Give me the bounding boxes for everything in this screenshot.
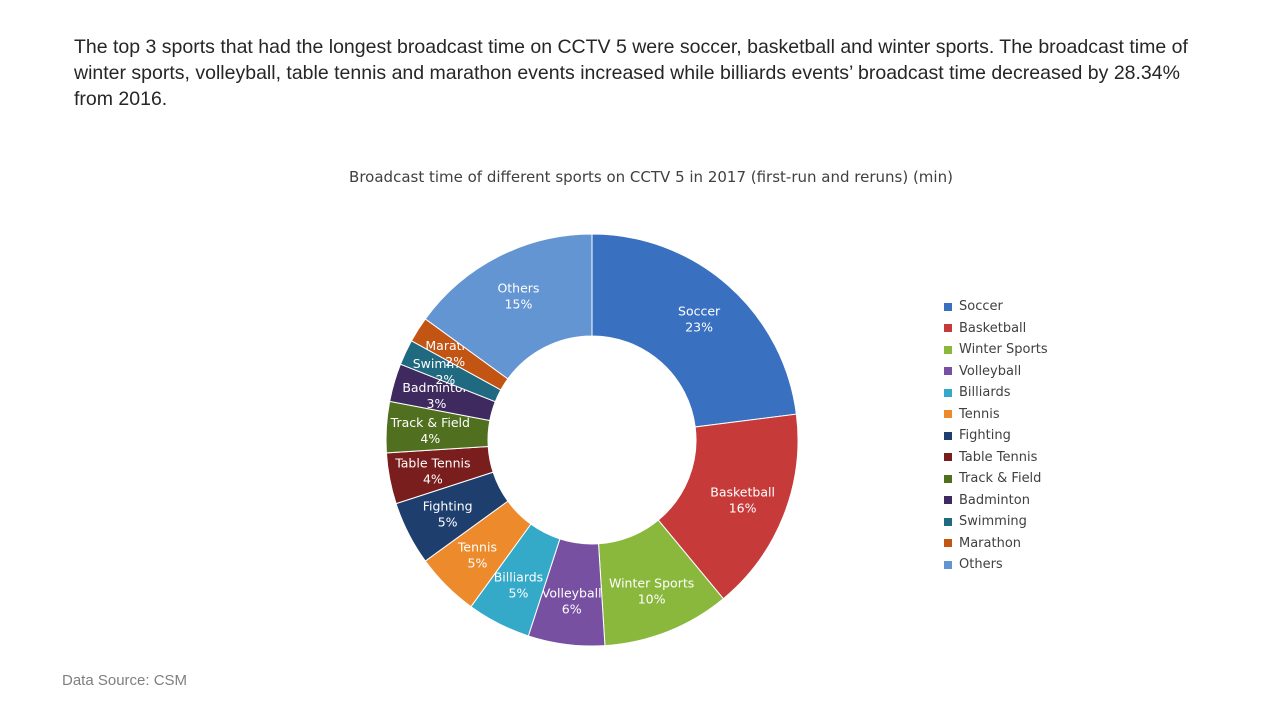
legend-label: Billiards (959, 385, 1011, 401)
legend-item-swimming: Swimming (944, 511, 1048, 533)
legend-label: Marathon (959, 535, 1022, 551)
slice-label-basketball: Basketball 16% (710, 485, 775, 516)
legend-label: Others (959, 557, 1003, 573)
slice-label-volleyball: Volleyball 6% (542, 586, 602, 617)
slice-label-fighting: Fighting 5% (423, 499, 473, 530)
slice-label-winter-sports: Winter Sports 10% (609, 576, 694, 607)
legend-item-tennis: Tennis (944, 404, 1048, 426)
slice-label-billiards: Billiards 5% (494, 569, 544, 600)
slice-soccer (591, 233, 797, 428)
legend-label: Tennis (959, 406, 1000, 422)
legend-swatch (944, 302, 952, 311)
legend-label: Track & Field (959, 471, 1042, 487)
slice-label-tennis: Tennis 5% (457, 540, 497, 571)
legend-item-marathon: Marathon (944, 533, 1048, 555)
legend-item-others: Others (944, 554, 1048, 576)
legend-swatch (944, 453, 952, 462)
legend-swatch (944, 539, 952, 548)
legend-swatch (944, 388, 952, 397)
legend-swatch (944, 560, 952, 569)
legend-label: Swimming (959, 514, 1027, 530)
legend-swatch (944, 345, 952, 354)
legend-item-winter-sports: Winter Sports (944, 339, 1048, 361)
legend-swatch (944, 496, 952, 505)
legend-item-soccer: Soccer (944, 296, 1048, 318)
legend-item-track-and-field: Track & Field (944, 468, 1048, 490)
legend-label: Basketball (959, 320, 1027, 336)
legend-item-fighting: Fighting (944, 425, 1048, 447)
legend-item-basketball: Basketball (944, 318, 1048, 340)
legend-swatch (944, 324, 952, 333)
slice-label-table-tennis: Table Tennis 4% (394, 455, 470, 486)
slice-label-soccer: Soccer 23% (678, 303, 721, 334)
legend-item-badminton: Badminton (944, 490, 1048, 512)
legend-label: Volleyball (959, 363, 1022, 379)
legend-swatch (944, 517, 952, 526)
legend-swatch (944, 410, 952, 419)
chart-title: Broadcast time of different sports on CC… (349, 168, 953, 186)
slice-label-others: Others 15% (497, 281, 539, 312)
legend-item-table-tennis: Table Tennis (944, 447, 1048, 469)
data-source: Data Source: CSM (62, 672, 188, 689)
legend-label: Soccer (959, 299, 1003, 315)
headline: The top 3 sports that had the longest br… (74, 36, 1188, 110)
legend-label: Winter Sports (959, 342, 1048, 358)
legend-label: Fighting (959, 428, 1011, 444)
slice-others (424, 233, 593, 380)
legend-swatch (944, 474, 952, 483)
legend-label: Table Tennis (959, 449, 1038, 465)
legend-swatch (944, 367, 952, 376)
legend-item-volleyball: Volleyball (944, 361, 1048, 383)
legend-label: Badminton (959, 492, 1030, 508)
legend-item-billiards: Billiards (944, 382, 1048, 404)
slice-basketball (657, 413, 799, 600)
chart-legend: Soccer Basketball Winter Sports Volleyball B… (944, 296, 1048, 576)
legend-swatch (944, 431, 952, 440)
slice-label-track-and-field: Track & Field 4% (390, 415, 470, 446)
donut-chart: Soccer 23% Basketball 16% Winter Sports 10%Vo… (385, 233, 799, 647)
